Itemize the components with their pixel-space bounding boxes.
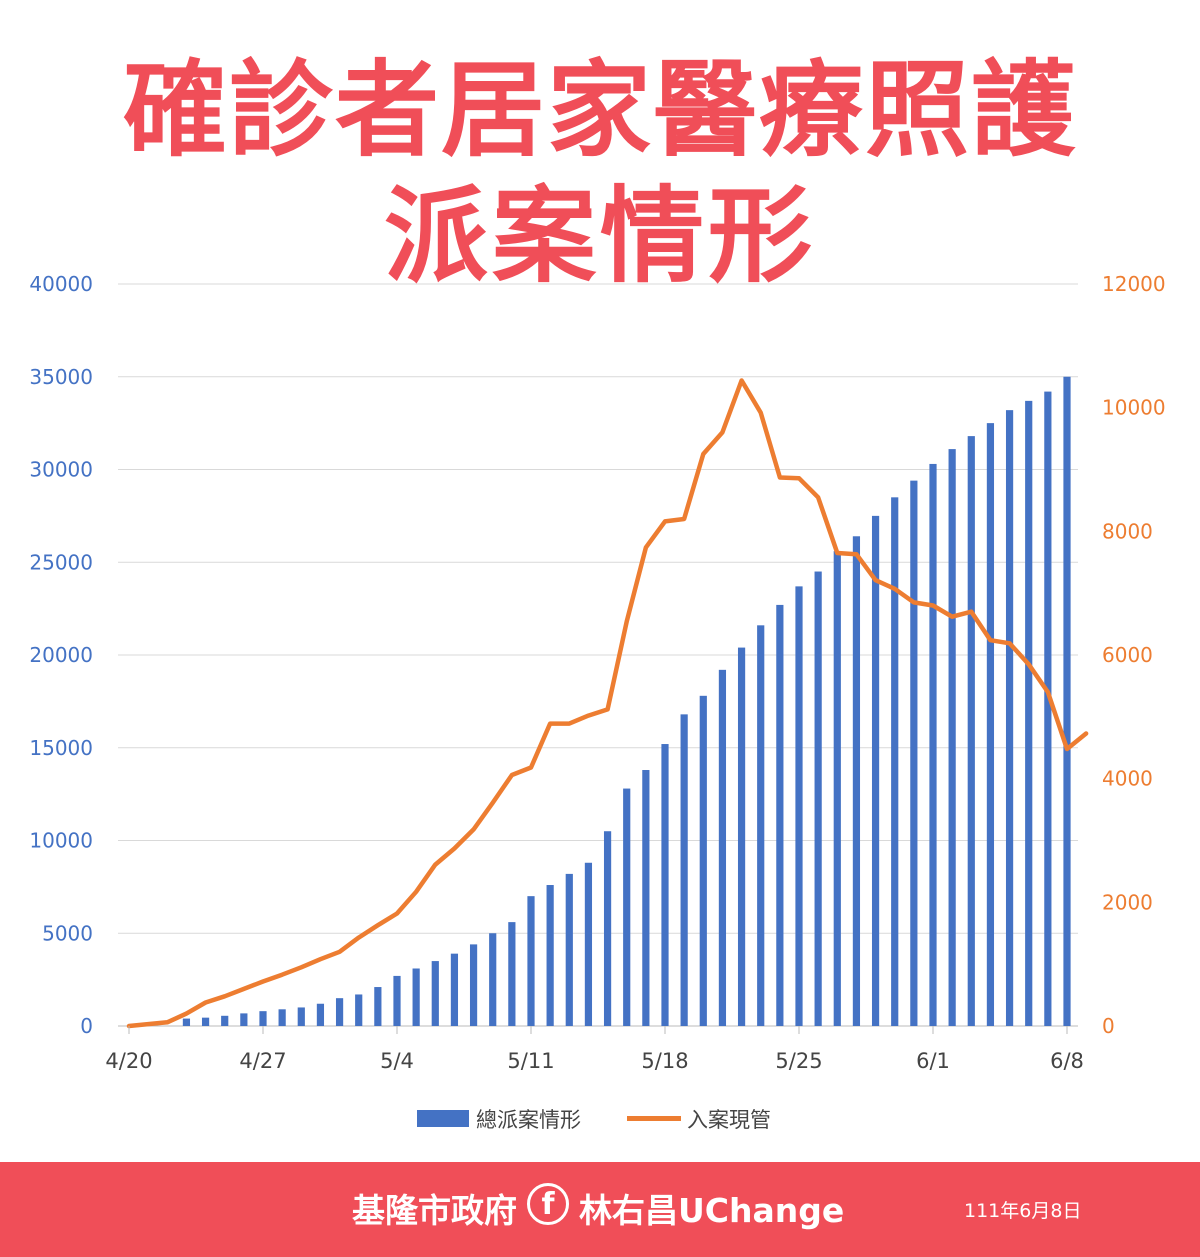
bar xyxy=(967,436,975,1026)
bar xyxy=(891,497,899,1026)
bar xyxy=(718,669,727,1026)
legend-line-label: 入案現管 xyxy=(687,1108,771,1132)
bar xyxy=(986,423,995,1026)
footer-brand: 林右昌UChange xyxy=(579,1191,845,1230)
right-tick-label: 0 xyxy=(1102,1014,1115,1038)
bar xyxy=(240,1013,248,1026)
left-tick-label: 0 xyxy=(80,1014,93,1038)
page-subtitle: 派案情形 xyxy=(383,175,816,297)
bar xyxy=(546,885,554,1026)
bar xyxy=(201,1017,210,1026)
left-tick-label: 35000 xyxy=(29,365,93,389)
page-title: 確診者居家醫療照護 xyxy=(122,49,1077,171)
bar xyxy=(814,571,822,1026)
bar xyxy=(374,987,382,1026)
bar xyxy=(335,998,344,1026)
facebook-icon: f xyxy=(527,1183,569,1225)
x-tick-label: 5/11 xyxy=(507,1049,554,1073)
bar xyxy=(661,744,669,1026)
bar xyxy=(431,961,439,1026)
bar xyxy=(412,968,420,1026)
right-tick-label: 12000 xyxy=(1102,272,1166,296)
bar xyxy=(737,647,746,1026)
gridlines xyxy=(118,283,1078,1027)
bar xyxy=(795,586,803,1026)
left-tick-label: 25000 xyxy=(29,550,93,574)
bar xyxy=(1005,410,1014,1026)
bar xyxy=(469,944,478,1026)
x-tick-label: 4/27 xyxy=(239,1049,286,1073)
legend-bar-swatch xyxy=(417,1110,469,1127)
x-tick-label: 5/4 xyxy=(380,1049,414,1073)
bar xyxy=(833,551,841,1026)
right-tick-label: 10000 xyxy=(1102,396,1166,420)
left-tick-label: 5000 xyxy=(42,921,93,945)
left-axis-ticks: 0 5000 10000 15000 20000 25000 30000 35000 40000 xyxy=(29,272,93,1038)
bar xyxy=(489,933,497,1026)
left-tick-label: 30000 xyxy=(29,458,93,482)
right-tick-label: 6000 xyxy=(1102,643,1153,667)
bar xyxy=(948,449,956,1027)
bar xyxy=(871,515,880,1026)
combo-chart: 0500010000150002000025000300003500040000… xyxy=(29,272,1166,1073)
footer-date: 111年6月8日 xyxy=(964,1200,1082,1222)
legend-line-swatch xyxy=(627,1116,681,1121)
bar xyxy=(929,463,937,1026)
bar xyxy=(584,862,593,1026)
x-axis-ticks: 4/20 4/27 5/4 5/11 5/18 5/25 6/1 6/8 xyxy=(105,1026,1084,1073)
bar xyxy=(316,1003,325,1026)
bar xyxy=(623,788,631,1026)
bar xyxy=(699,695,707,1026)
bar xyxy=(642,770,650,1026)
bar xyxy=(221,1015,229,1026)
left-tick-label: 15000 xyxy=(29,736,93,760)
legend-bar-label: 總派案情形 xyxy=(476,1108,581,1132)
x-tick-label: 5/18 xyxy=(641,1049,688,1073)
bar-series xyxy=(182,376,1071,1027)
left-tick-label: 10000 xyxy=(29,829,93,853)
x-tick-label: 6/1 xyxy=(916,1049,950,1073)
bar xyxy=(603,831,612,1026)
bar xyxy=(355,994,363,1026)
line-series xyxy=(126,378,1089,1029)
bar xyxy=(910,480,918,1026)
x-tick-label: 6/8 xyxy=(1050,1049,1084,1073)
x-tick-label: 5/25 xyxy=(775,1049,822,1073)
bar xyxy=(565,873,573,1026)
right-tick-label: 2000 xyxy=(1102,890,1153,914)
bar xyxy=(1025,400,1033,1026)
bar xyxy=(508,922,516,1026)
bar xyxy=(278,1009,286,1026)
bar xyxy=(1044,391,1052,1027)
bar xyxy=(680,714,688,1026)
right-tick-label: 8000 xyxy=(1102,519,1153,543)
bar xyxy=(757,625,765,1026)
bar xyxy=(527,896,535,1026)
bar xyxy=(182,1018,191,1026)
left-tick-label: 40000 xyxy=(29,272,93,296)
bar xyxy=(450,953,459,1026)
left-tick-label: 20000 xyxy=(29,643,93,667)
right-axis-ticks: 0 2000 4000 6000 8000 10000 12000 xyxy=(1102,272,1166,1038)
bar xyxy=(393,975,401,1026)
bar xyxy=(852,536,861,1026)
x-tick-label: 4/20 xyxy=(105,1049,152,1073)
right-tick-label: 4000 xyxy=(1102,767,1153,791)
footer-org: 基隆市政府 xyxy=(352,1191,517,1230)
bar xyxy=(1063,376,1071,1026)
bar xyxy=(297,1007,305,1026)
bar xyxy=(776,604,784,1026)
bar xyxy=(259,1011,267,1026)
footer-bar: 基隆市政府 f 林右昌UChange 111年6月8日 xyxy=(0,1162,1200,1257)
line-path xyxy=(126,378,1089,1029)
